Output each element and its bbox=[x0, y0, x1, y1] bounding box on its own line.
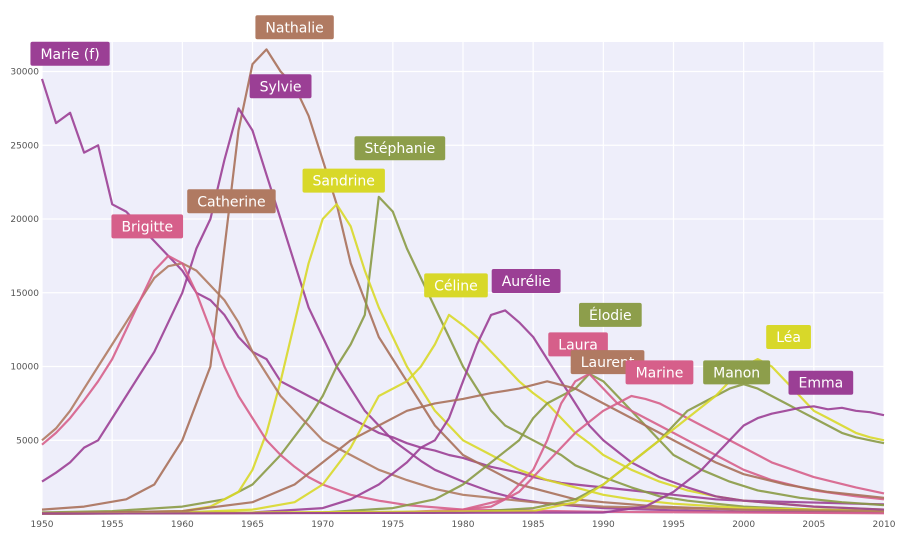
x-tick-label: 1955 bbox=[101, 520, 124, 530]
y-tick-label: 10000 bbox=[10, 363, 39, 373]
series-label-text: Stéphanie bbox=[364, 141, 435, 157]
series-line bbox=[41, 405, 885, 515]
series-label: Céline bbox=[424, 273, 488, 298]
x-tick-label: 1960 bbox=[171, 520, 194, 530]
series-line bbox=[41, 195, 885, 514]
series-line bbox=[41, 254, 885, 515]
series-label: Marine bbox=[625, 360, 694, 385]
y-axis-ticks: 5000 10000 15000 20000 25000 30000 bbox=[10, 68, 39, 447]
y-tick-label: 5000 bbox=[16, 436, 39, 446]
x-tick-label: 2005 bbox=[802, 520, 825, 530]
series-label: Sylvie bbox=[249, 74, 312, 99]
series-label-text: Catherine bbox=[197, 194, 265, 210]
x-tick-label: 1995 bbox=[662, 520, 685, 530]
x-tick-label: 1975 bbox=[381, 520, 404, 530]
series-label-box bbox=[249, 74, 312, 99]
series-label: Sandrine bbox=[302, 168, 385, 193]
series-line bbox=[41, 313, 885, 515]
x-axis-ticks: 1950 1955 1960 1965 1970 1975 1980 1985 1990 1995… bbox=[31, 520, 896, 530]
x-tick-label: 1970 bbox=[311, 520, 334, 530]
series-label-text: Léa bbox=[776, 330, 801, 346]
x-tick-label: 1985 bbox=[522, 520, 545, 530]
series-label-box bbox=[354, 136, 446, 161]
series-label-text: Nathalie bbox=[265, 20, 323, 36]
series-label-text: Céline bbox=[434, 278, 478, 294]
series-lines bbox=[40, 48, 885, 515]
series-line bbox=[41, 107, 885, 514]
y-tick-label: 25000 bbox=[10, 141, 39, 151]
series-label: Élodie bbox=[578, 302, 642, 327]
series-label-box bbox=[788, 370, 854, 395]
series-label: Stéphanie bbox=[354, 136, 446, 161]
series-label-box bbox=[491, 268, 561, 293]
series-label-text: Élodie bbox=[589, 307, 632, 324]
series-label-text: Laurent bbox=[581, 355, 635, 371]
x-tick-label: 1980 bbox=[452, 520, 475, 530]
x-tick-label: 1965 bbox=[241, 520, 264, 530]
series-line bbox=[41, 309, 885, 515]
series-label-text: Marine bbox=[636, 365, 684, 381]
series-label-box bbox=[766, 325, 811, 349]
series-label-box bbox=[111, 214, 184, 239]
series-label-box bbox=[578, 302, 642, 327]
series-label: Marie (f) bbox=[30, 41, 110, 66]
series-label-text: Sylvie bbox=[260, 79, 302, 95]
series-line bbox=[41, 262, 885, 513]
series-labels: Marie (f) Nathalie Sylvie Stéphanie Sandrine… bbox=[30, 15, 854, 395]
series-label: Emma bbox=[788, 370, 854, 395]
series-line bbox=[41, 380, 885, 515]
series-label-text: Laura bbox=[558, 337, 598, 353]
series-label: Nathalie bbox=[255, 15, 334, 40]
series-label: Catherine bbox=[187, 189, 276, 214]
series-label-box bbox=[703, 360, 771, 385]
x-tick-label: 2000 bbox=[732, 520, 755, 530]
series-label-box bbox=[424, 273, 488, 298]
series-label-box bbox=[302, 168, 385, 193]
series-line bbox=[41, 48, 885, 513]
series-label-box bbox=[255, 15, 334, 40]
y-tick-label: 15000 bbox=[10, 289, 39, 299]
x-tick-label: 2010 bbox=[873, 520, 896, 530]
series-label-box bbox=[30, 41, 110, 66]
x-tick-label: 1950 bbox=[31, 520, 54, 530]
series-label-box bbox=[625, 360, 694, 385]
series-label-text: Manon bbox=[713, 365, 760, 381]
y-tick-label: 20000 bbox=[10, 215, 39, 225]
series-label: Léa bbox=[766, 325, 811, 349]
series-label-text: Aurélie bbox=[502, 274, 551, 290]
series-label-box bbox=[187, 189, 276, 214]
series-label: Manon bbox=[703, 360, 771, 385]
series-line bbox=[41, 372, 885, 515]
series-line bbox=[41, 394, 885, 515]
series-label-text: Sandrine bbox=[313, 174, 375, 190]
series-label: Brigitte bbox=[111, 214, 184, 239]
series-line bbox=[41, 203, 885, 515]
series-line bbox=[41, 372, 885, 515]
series-label-text: Emma bbox=[798, 376, 843, 392]
x-tick-label: 1990 bbox=[592, 520, 615, 530]
series-label: Aurélie bbox=[491, 268, 561, 293]
series-label-text: Marie (f) bbox=[40, 47, 99, 63]
y-tick-label: 30000 bbox=[10, 68, 39, 78]
series-label-text: Brigitte bbox=[121, 219, 173, 235]
